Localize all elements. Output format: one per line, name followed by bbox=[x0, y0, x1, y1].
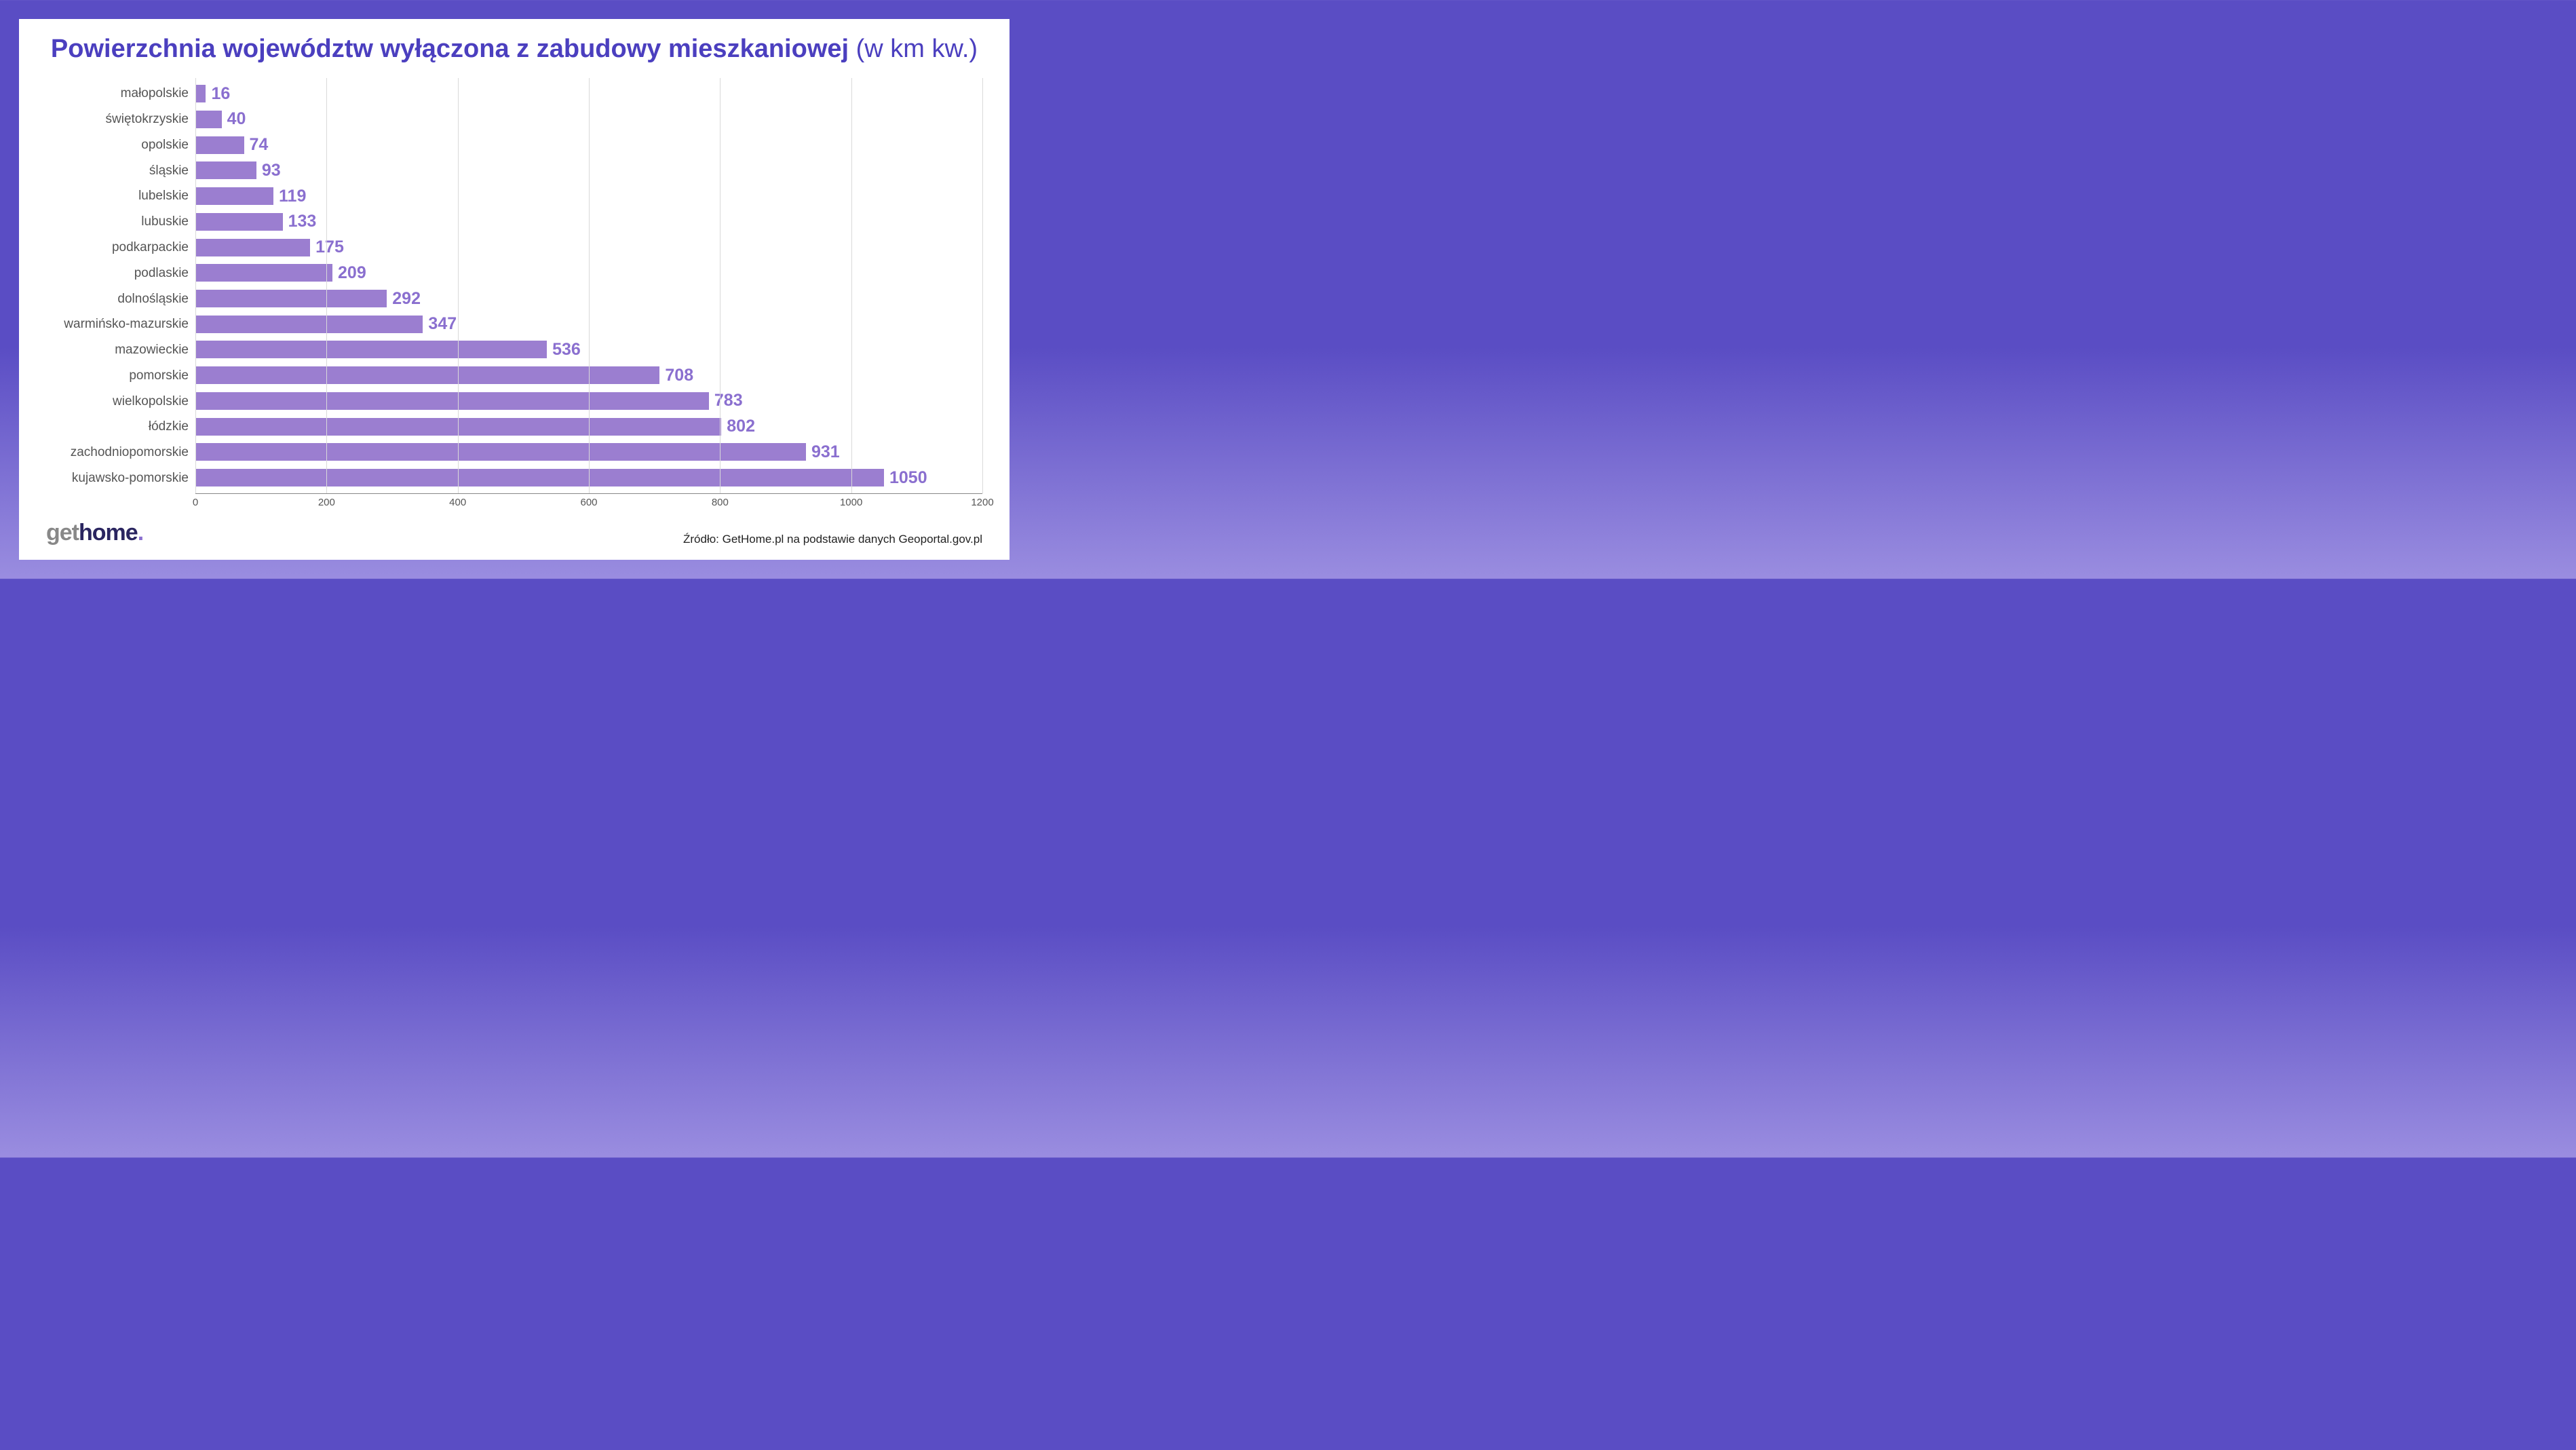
y-axis-label: opolskie bbox=[46, 135, 195, 155]
y-axis-label: świętokrzyskie bbox=[46, 109, 195, 130]
y-axis-label: dolnośląskie bbox=[46, 289, 195, 309]
y-axis-label: zachodniopomorskie bbox=[46, 442, 195, 463]
y-axis-label: pomorskie bbox=[46, 366, 195, 386]
bar-value-label: 119 bbox=[279, 187, 306, 206]
footer: gethome. Źródło: GetHome.pl na podstawie… bbox=[46, 520, 982, 546]
bar-value-label: 133 bbox=[288, 212, 317, 231]
x-tick-label: 0 bbox=[193, 497, 198, 508]
y-axis-label: śląskie bbox=[46, 161, 195, 181]
bar bbox=[195, 161, 256, 179]
x-tick-label: 800 bbox=[712, 497, 729, 508]
bar-value-label: 347 bbox=[428, 314, 457, 334]
bar-value-label: 175 bbox=[315, 237, 344, 257]
bar-value-label: 40 bbox=[227, 109, 246, 129]
chart-body: małopolskie świętokrzyskie opolskie śląskie… bbox=[46, 78, 982, 494]
gridline bbox=[195, 78, 196, 493]
x-axis: 020040060080010001200 bbox=[46, 497, 982, 510]
bar bbox=[195, 264, 332, 282]
y-axis-label: podkarpackie bbox=[46, 237, 195, 258]
bar bbox=[195, 213, 283, 231]
y-axis-label: lubelskie bbox=[46, 186, 195, 206]
bar bbox=[195, 239, 310, 256]
bar bbox=[195, 136, 244, 154]
chart-area: małopolskie świętokrzyskie opolskie śląskie… bbox=[46, 78, 982, 510]
y-axis-label: podlaskie bbox=[46, 263, 195, 284]
y-axis-label: warmińsko-mazurskie bbox=[46, 314, 195, 335]
bar-value-label: 93 bbox=[262, 161, 281, 180]
source-text: Źródło: GetHome.pl na podstawie danych G… bbox=[683, 533, 982, 546]
bar bbox=[195, 392, 709, 410]
gridline bbox=[589, 78, 590, 493]
bar-value-label: 802 bbox=[727, 417, 755, 436]
gridline bbox=[458, 78, 459, 493]
title-light: (w km kw.) bbox=[849, 35, 978, 63]
bar bbox=[195, 443, 806, 461]
bar-value-label: 783 bbox=[714, 391, 743, 411]
bar bbox=[195, 187, 273, 205]
gridline bbox=[851, 78, 852, 493]
bar-value-label: 708 bbox=[665, 366, 693, 385]
chart-title: Powierzchnia województw wyłączona z zabu… bbox=[46, 33, 982, 66]
gridline bbox=[982, 78, 983, 493]
bar bbox=[195, 111, 222, 128]
y-axis-labels: małopolskie świętokrzyskie opolskie śląskie… bbox=[46, 78, 195, 494]
bar-value-label: 292 bbox=[392, 289, 421, 309]
x-tick-label: 200 bbox=[318, 497, 335, 508]
y-axis-label: kujawsko-pomorskie bbox=[46, 468, 195, 489]
x-tick-label: 600 bbox=[580, 497, 597, 508]
bar-value-label: 209 bbox=[338, 263, 366, 283]
bar-value-label: 1050 bbox=[889, 468, 927, 488]
bar-value-label: 536 bbox=[552, 340, 581, 360]
y-axis-label: łódzkie bbox=[46, 417, 195, 437]
logo-get: get bbox=[46, 520, 79, 546]
x-tick-label: 400 bbox=[449, 497, 466, 508]
bar-value-label: 16 bbox=[211, 84, 230, 104]
bar bbox=[195, 290, 387, 307]
x-tick-label: 1200 bbox=[971, 497, 993, 508]
bar bbox=[195, 341, 547, 358]
chart-card: Powierzchnia województw wyłączona z zabu… bbox=[19, 19, 1010, 560]
bar-value-label: 74 bbox=[250, 135, 269, 155]
bar-value-label: 931 bbox=[811, 442, 840, 462]
bar bbox=[195, 85, 206, 102]
y-axis-label: małopolskie bbox=[46, 83, 195, 104]
y-axis-label: wielkopolskie bbox=[46, 392, 195, 412]
x-tick-label: 1000 bbox=[840, 497, 862, 508]
bar bbox=[195, 316, 423, 333]
bar bbox=[195, 469, 884, 486]
logo-dot: . bbox=[138, 520, 143, 546]
gridline bbox=[326, 78, 327, 493]
y-axis-label: mazowieckie bbox=[46, 340, 195, 360]
plot-area: 16 4074 93 119 133 175 209 292 347 536 708 783 802 93… bbox=[195, 78, 982, 494]
logo: gethome. bbox=[46, 520, 143, 546]
y-axis-label: lubuskie bbox=[46, 212, 195, 232]
logo-home: home bbox=[79, 520, 138, 546]
bar bbox=[195, 366, 659, 384]
title-bold: Powierzchnia województw wyłączona z zabu… bbox=[51, 35, 849, 63]
